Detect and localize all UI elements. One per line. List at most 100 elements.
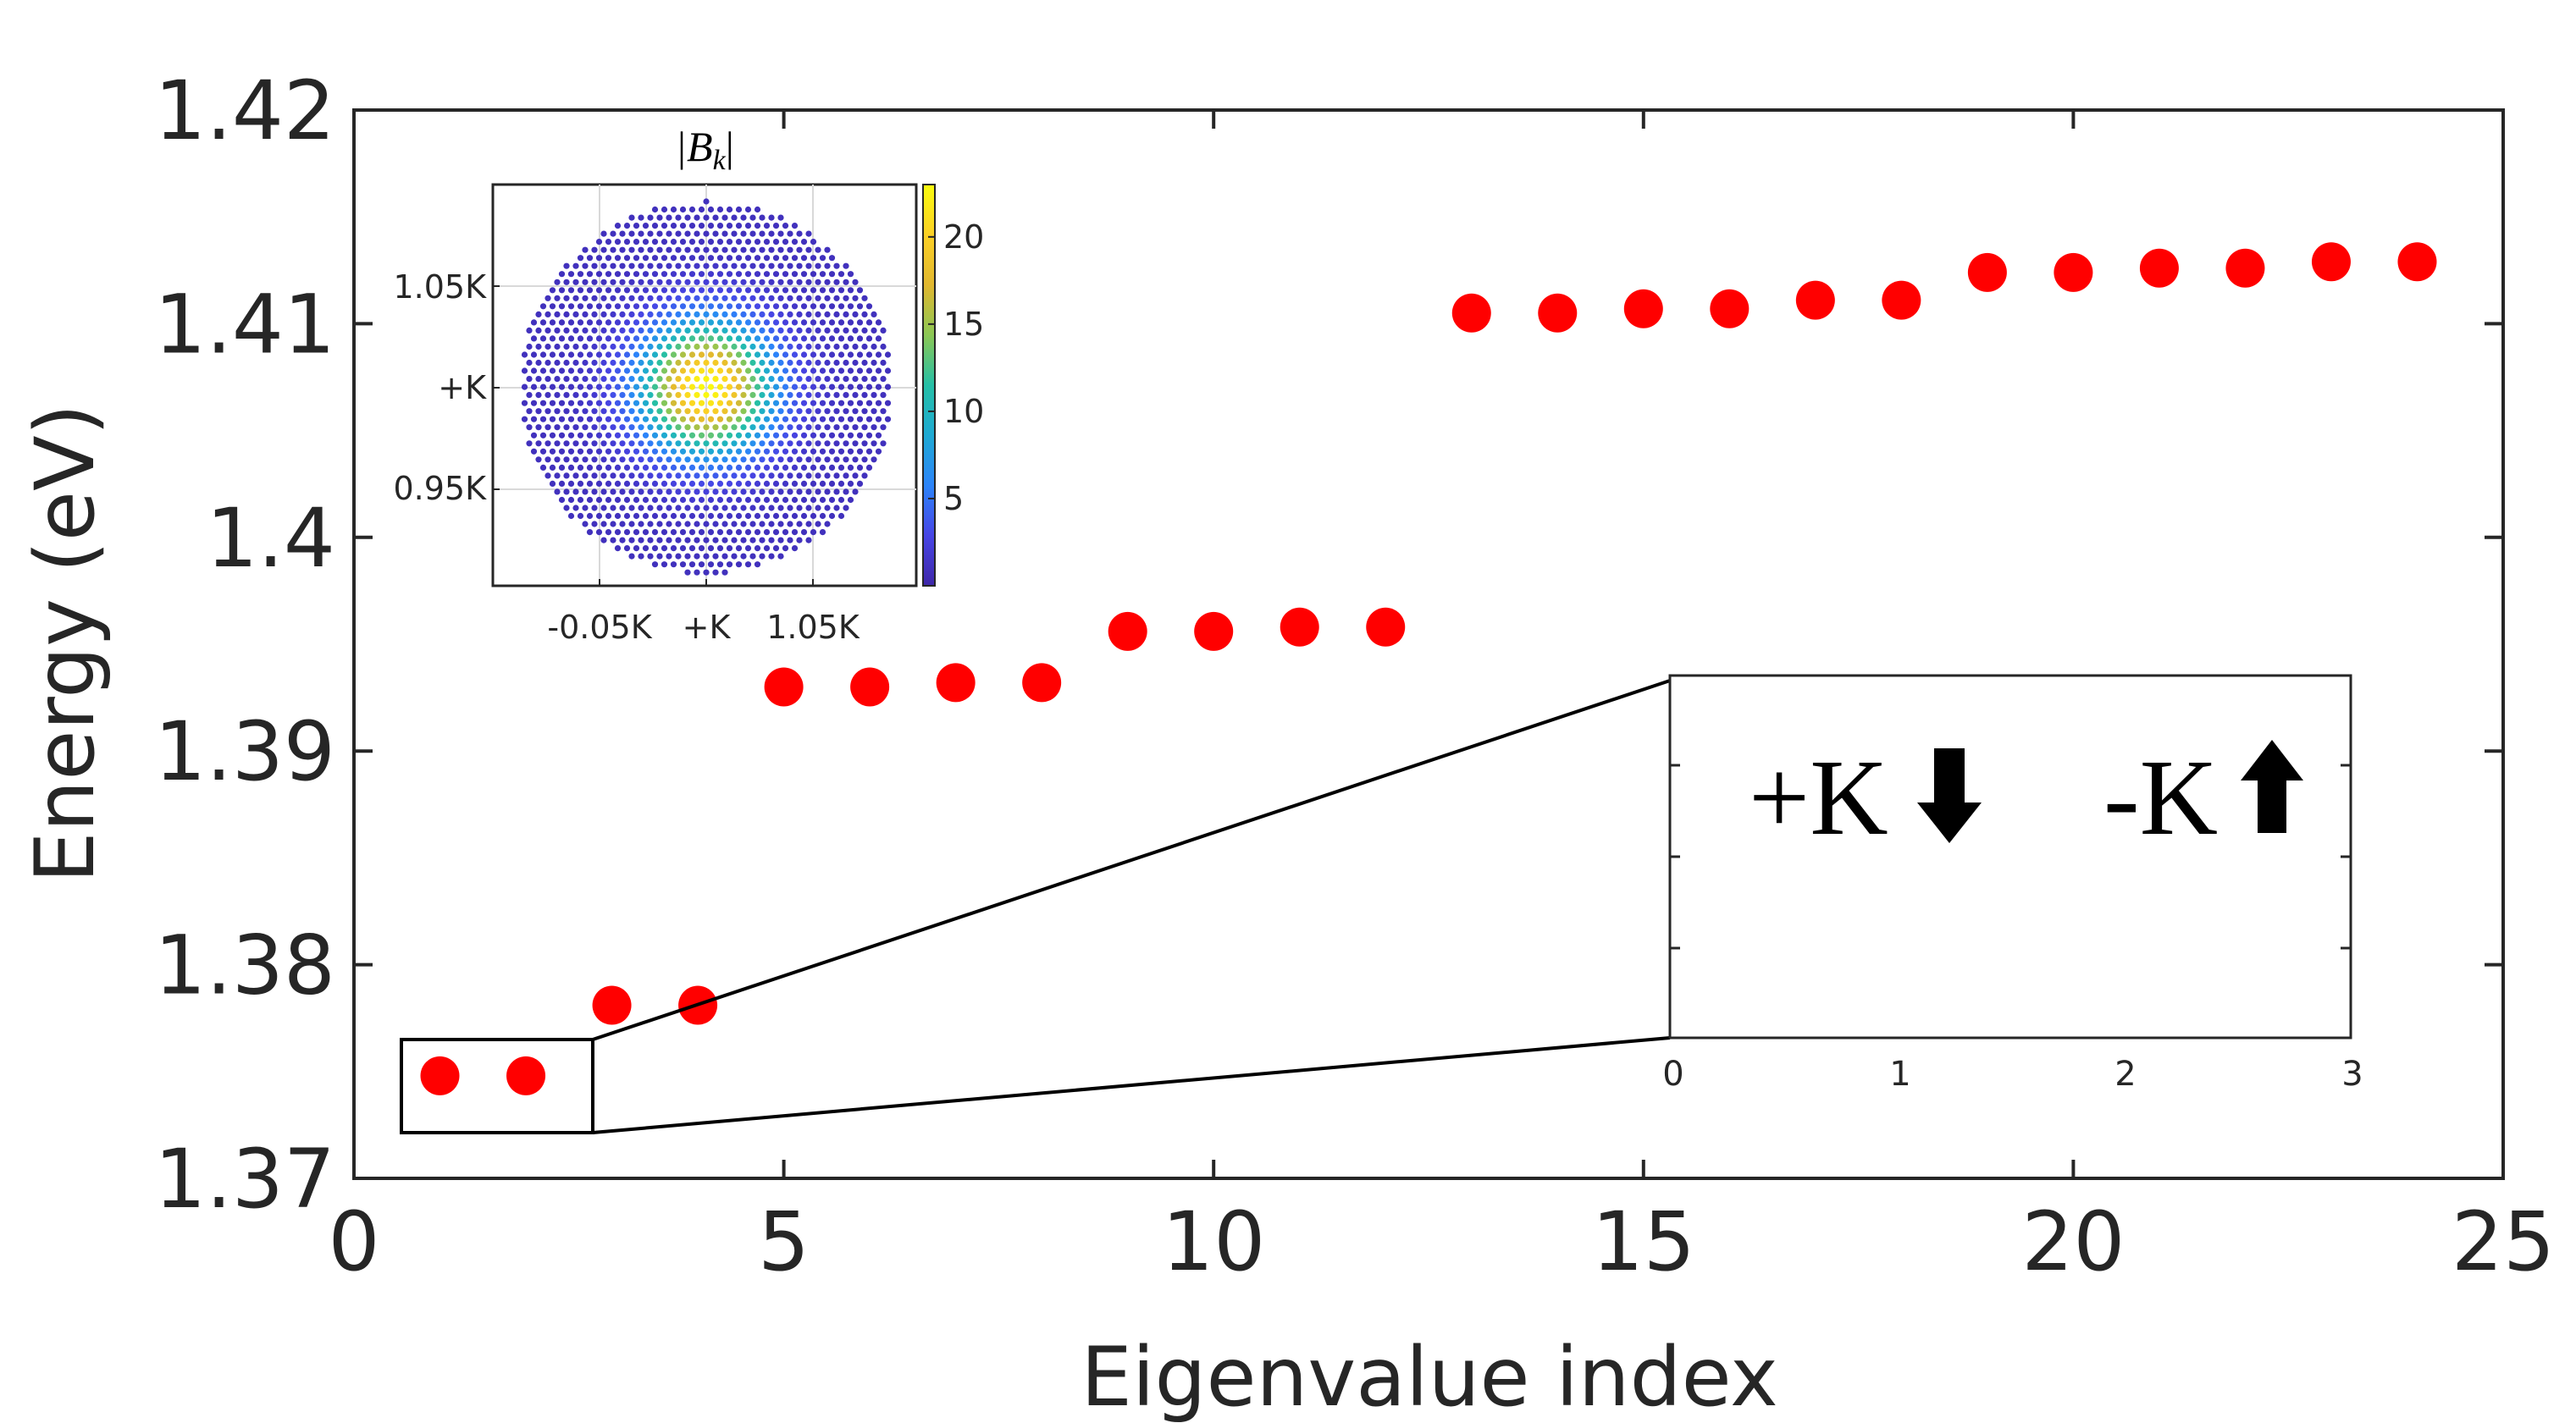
heatmap-dot [754,448,761,455]
heatmap-dot [628,392,635,399]
heatmap-dot [759,262,766,269]
heatmap-dot [754,561,761,568]
heatmap-dot [740,456,747,463]
data-point [1967,252,2007,292]
zoom-connector-top [592,679,1671,1041]
heatmap-dot [582,488,589,495]
heatmap-dot [880,359,887,367]
data-point [1882,280,1921,320]
heatmap-dot [716,255,724,262]
heatmap-dot [698,512,705,520]
heatmap-dot [628,553,635,560]
heatmap-dot [577,319,584,326]
heatmap-dot [595,432,603,438]
heatmap-dot [791,383,799,390]
heatmap-dot [567,432,575,438]
heatmap-dot [843,327,849,334]
heatmap-dot [777,424,784,431]
heatmap-dot [726,561,733,568]
heatmap-dot [712,262,719,269]
heatmap-dot [549,335,556,342]
heatmap-dot [707,480,715,488]
heatmap-dot [712,295,719,301]
heatmap-dot [675,376,682,383]
heatmap-dot [661,303,668,310]
heatmap-dot [856,367,864,374]
heatmap-dot [633,464,640,472]
heatmap-dot [731,327,738,334]
heatmap-dot [619,456,626,463]
heatmap-dot [539,367,547,374]
heatmap-dot [526,440,533,447]
heatmap-dot [656,521,663,527]
heatmap-dot [679,400,687,406]
heatmap-dot [707,287,715,294]
heatmap-dot [610,359,616,367]
heatmap-dot [735,400,743,406]
heatmap-dot [549,319,556,326]
heatmap-dot [684,230,691,237]
heatmap-dot [656,537,663,543]
heatmap-dot [698,367,705,374]
heatmap-dot [837,303,845,310]
heatmap-dot [772,496,780,504]
heatmap-dot [772,271,780,278]
heatmap-dot [735,223,743,229]
heatmap-dot [684,262,691,269]
heatmap-dot [810,416,817,422]
heatmap-dot [610,376,616,383]
heatmap-dot [661,255,668,262]
heatmap-dot [833,408,840,415]
heatmap-dot [796,472,803,479]
heatmap-dot [796,230,803,237]
heatmap-dot [749,553,756,560]
heatmap-dot [716,239,724,245]
heatmap-dot [815,505,821,511]
heatmap-dot [610,279,616,285]
heatmap-dot [791,400,799,406]
heatmap-dot [586,416,594,422]
heatmap-dot [815,295,821,301]
heatmap-dot [828,512,836,520]
heatmap-dot [694,343,700,350]
heatmap-dot [642,335,650,342]
heatmap-dot [777,392,784,399]
heatmap-dot [810,319,817,326]
heatmap-dot [642,529,650,536]
heatmap-dot [651,480,659,488]
heatmap-dot [638,521,644,527]
heatmap-dot [577,416,584,422]
heatmap-dot [577,351,584,358]
heatmap-dot [754,351,761,358]
heatmap-dot [726,206,733,213]
x-axis-label: Eigenvalue index [1081,1330,1778,1423]
heatmap-dot [759,230,766,237]
heatmap-dot [796,537,803,543]
heatmap-dot [703,327,710,334]
heatmap-dot [819,255,826,262]
heatmap-dot [586,432,594,438]
heatmap-dot [791,480,799,488]
heatmap-dot [549,448,556,455]
heatmap-dot [768,456,775,463]
heatmap-dot [586,319,594,326]
heatmap-dot [684,521,691,527]
heatmap-dot [623,335,631,342]
heatmap-dot [651,529,659,536]
heatmap-dot [638,440,644,447]
heatmap-dot [880,376,887,383]
heatmap-dot [656,456,663,463]
heatmap-dot [852,359,859,367]
heatmap-dot [833,424,840,431]
heatmap-dot [623,480,631,488]
heatmap-dot [521,400,528,406]
heatmap-dot [572,279,579,285]
heatmap-dot [633,400,640,406]
heatmap-dot [679,529,687,536]
heatmap-dot [554,343,561,350]
heatmap-dot [754,480,761,488]
heatmap-dot [703,408,710,415]
heatmap-dot [772,464,780,472]
heatmap-dot [675,505,682,511]
heatmap-dot [661,464,668,472]
